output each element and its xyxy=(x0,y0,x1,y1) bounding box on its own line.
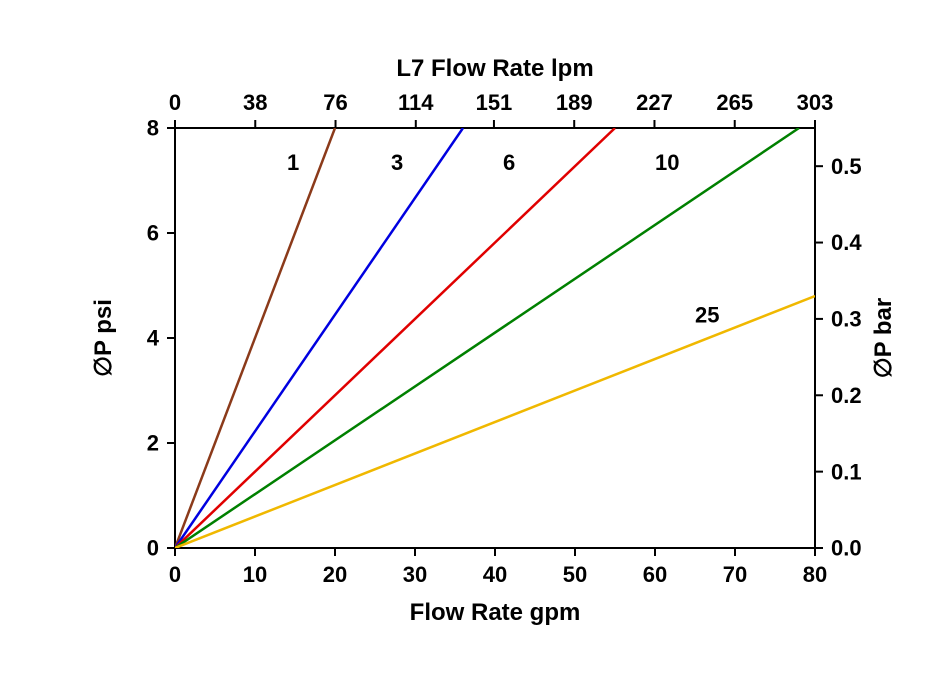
series-label: 1 xyxy=(287,150,299,175)
x-tick-label: 30 xyxy=(403,562,427,587)
y-tick-label: 2 xyxy=(147,431,159,456)
y-axis-left-label: ∅P psi xyxy=(90,299,117,377)
x-top-tick-label: 0 xyxy=(169,90,181,115)
series-label: 3 xyxy=(391,150,403,175)
chart-title-top: L7 Flow Rate lpm xyxy=(396,55,593,82)
x-top-tick-label: 76 xyxy=(323,90,347,115)
y-right-tick-label: 0.1 xyxy=(831,459,862,484)
x-axis-bottom-label: Flow Rate gpm xyxy=(410,599,581,626)
x-tick-label: 10 xyxy=(243,562,267,587)
x-top-tick-label: 227 xyxy=(636,90,673,115)
x-top-tick-label: 189 xyxy=(556,90,593,115)
x-top-tick-label: 265 xyxy=(716,90,753,115)
x-tick-label: 50 xyxy=(563,562,587,587)
y-right-tick-label: 0.0 xyxy=(831,536,862,561)
y-right-tick-label: 0.2 xyxy=(831,383,862,408)
y-tick-label: 6 xyxy=(147,221,159,246)
x-tick-label: 40 xyxy=(483,562,507,587)
x-top-tick-label: 38 xyxy=(243,90,267,115)
x-top-tick-label: 151 xyxy=(476,90,513,115)
chart-container: 01020304050607080Flow Rate gpm0387611415… xyxy=(0,0,948,690)
x-tick-label: 0 xyxy=(169,562,181,587)
y-axis-right-label: ∅P bar xyxy=(870,298,897,379)
y-right-tick-label: 0.4 xyxy=(831,230,862,255)
series-label: 6 xyxy=(503,150,515,175)
y-right-tick-label: 0.5 xyxy=(831,154,862,179)
x-tick-label: 20 xyxy=(323,562,347,587)
series-label: 25 xyxy=(695,302,719,327)
y-tick-label: 4 xyxy=(147,326,160,351)
chart-svg: 01020304050607080Flow Rate gpm0387611415… xyxy=(0,0,948,690)
y-tick-label: 0 xyxy=(147,536,159,561)
y-right-tick-label: 0.3 xyxy=(831,307,862,332)
y-tick-label: 8 xyxy=(147,116,159,141)
x-tick-label: 60 xyxy=(643,562,667,587)
series-label: 10 xyxy=(655,150,679,175)
x-top-tick-label: 303 xyxy=(797,90,834,115)
x-top-tick-label: 114 xyxy=(398,90,434,115)
x-tick-label: 80 xyxy=(803,562,827,587)
x-tick-label: 70 xyxy=(723,562,747,587)
